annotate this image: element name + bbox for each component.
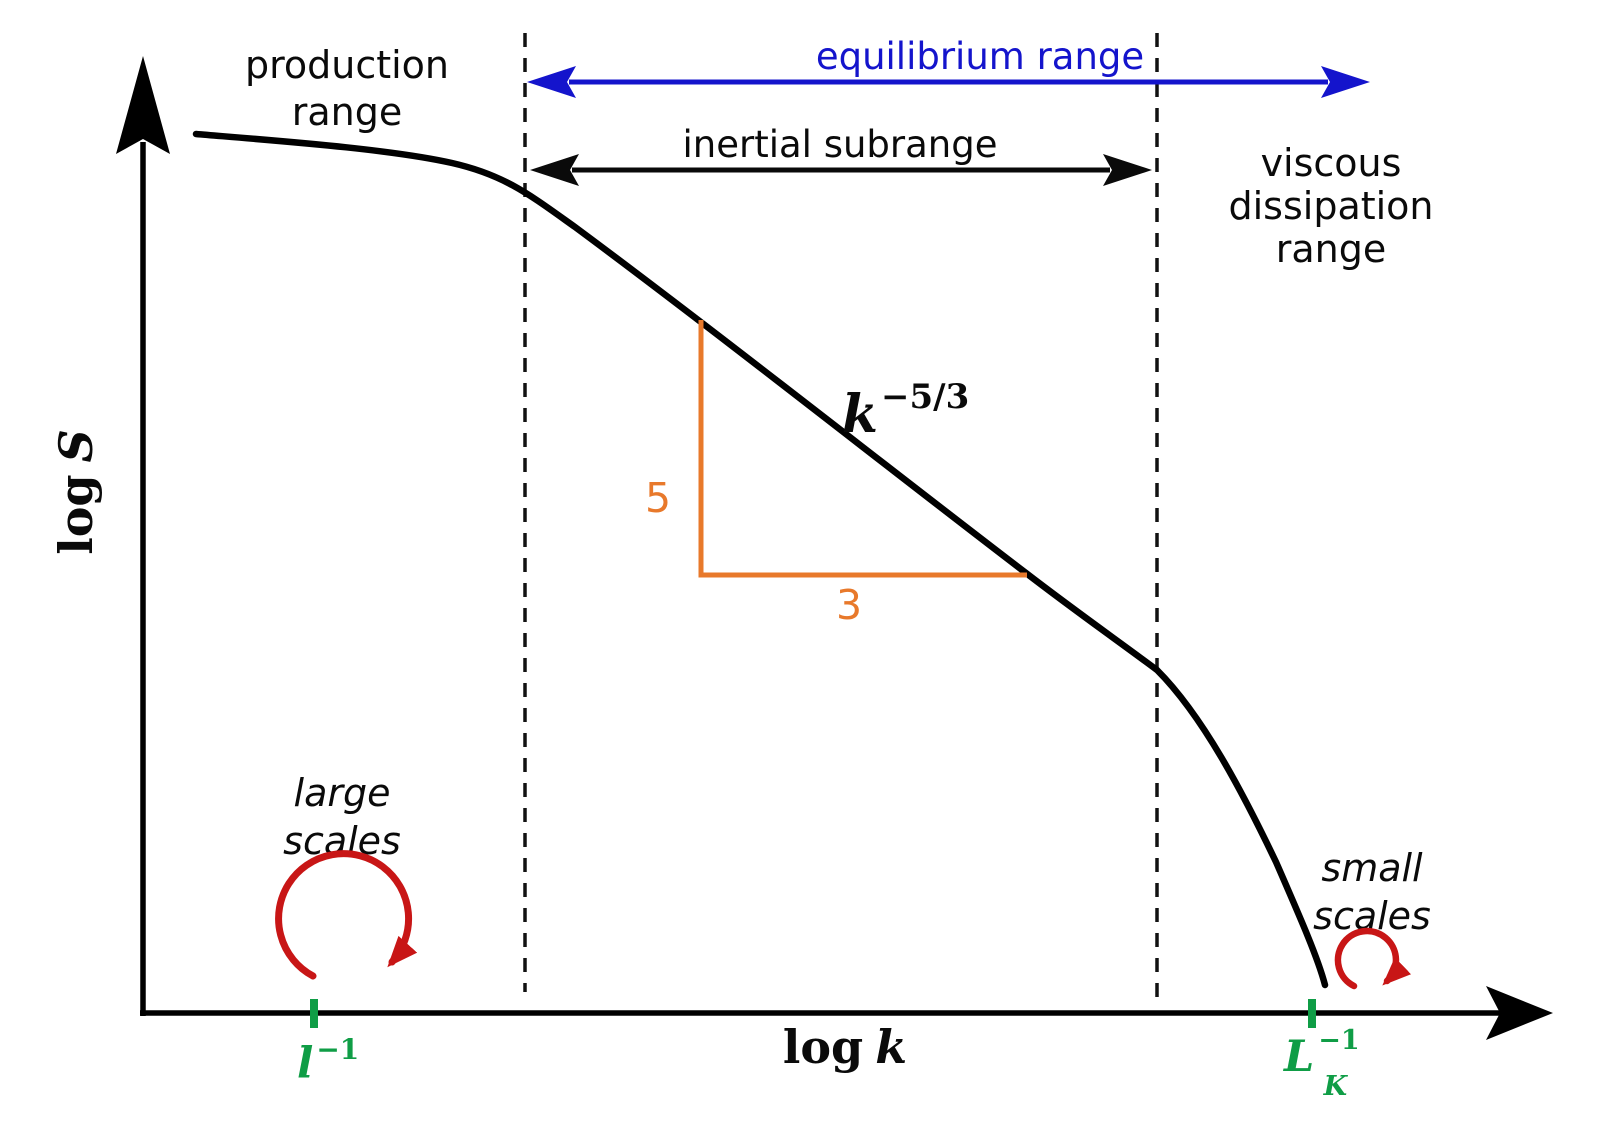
x-axis-label-variable: k xyxy=(875,1020,907,1074)
inertial-subrange-label: inertial subrange xyxy=(682,123,997,166)
tick-left-exponent: −1 xyxy=(316,1033,359,1066)
viscous-range-label-line1: viscous xyxy=(1261,141,1402,185)
tick-right-base: L xyxy=(1282,1032,1314,1082)
slope-triangle xyxy=(698,320,1027,578)
y-axis-label: log S xyxy=(49,429,103,555)
y-axis-label-variable: S xyxy=(49,429,103,462)
tick-label-integral-scale: l −1 xyxy=(297,1033,359,1089)
equilibrium-range-arrowhead-right xyxy=(1321,66,1370,98)
inertial-subrange-arrowhead-right xyxy=(1103,154,1152,186)
tick-label-kolmogorov-scale: L −1 K xyxy=(1282,1025,1360,1102)
equilibrium-range-label: equilibrium range xyxy=(816,35,1144,78)
tick-right-exponent: −1 xyxy=(1318,1025,1359,1056)
slope-rise-label: 5 xyxy=(645,474,671,522)
power-law-base: k xyxy=(842,384,878,445)
power-law-exponent: −5/3 xyxy=(881,377,969,417)
viscous-range-label-line3: range xyxy=(1276,227,1387,271)
x-axis-label: log k xyxy=(783,1020,907,1074)
y-axis-label-prefix: log xyxy=(49,474,103,554)
tick-right-subscript: K xyxy=(1323,1071,1349,1102)
small-eddy-arrow-icon xyxy=(1334,927,1412,990)
large-scales-label-line1: large xyxy=(294,771,391,815)
x-axis-arrowhead xyxy=(1486,986,1553,1040)
production-range-label-line2: range xyxy=(292,90,403,134)
production-range-label-line1: production xyxy=(245,43,449,87)
viscous-range-label-line2: dissipation xyxy=(1228,184,1433,228)
small-scales-label-line1: small xyxy=(1321,846,1423,890)
inertial-subrange-arrowhead-left xyxy=(530,154,579,186)
tick-left-base: l xyxy=(297,1039,313,1089)
slope-run-label: 3 xyxy=(836,581,862,629)
y-axis-arrowhead xyxy=(116,56,170,154)
equilibrium-range-arrowhead-left xyxy=(527,66,576,98)
x-axis-label-prefix: log xyxy=(783,1020,863,1074)
large-eddy-arrow-icon xyxy=(275,850,418,980)
power-law-label: k−5/3 xyxy=(842,377,969,445)
energy-spectrum-curve xyxy=(192,130,1329,989)
